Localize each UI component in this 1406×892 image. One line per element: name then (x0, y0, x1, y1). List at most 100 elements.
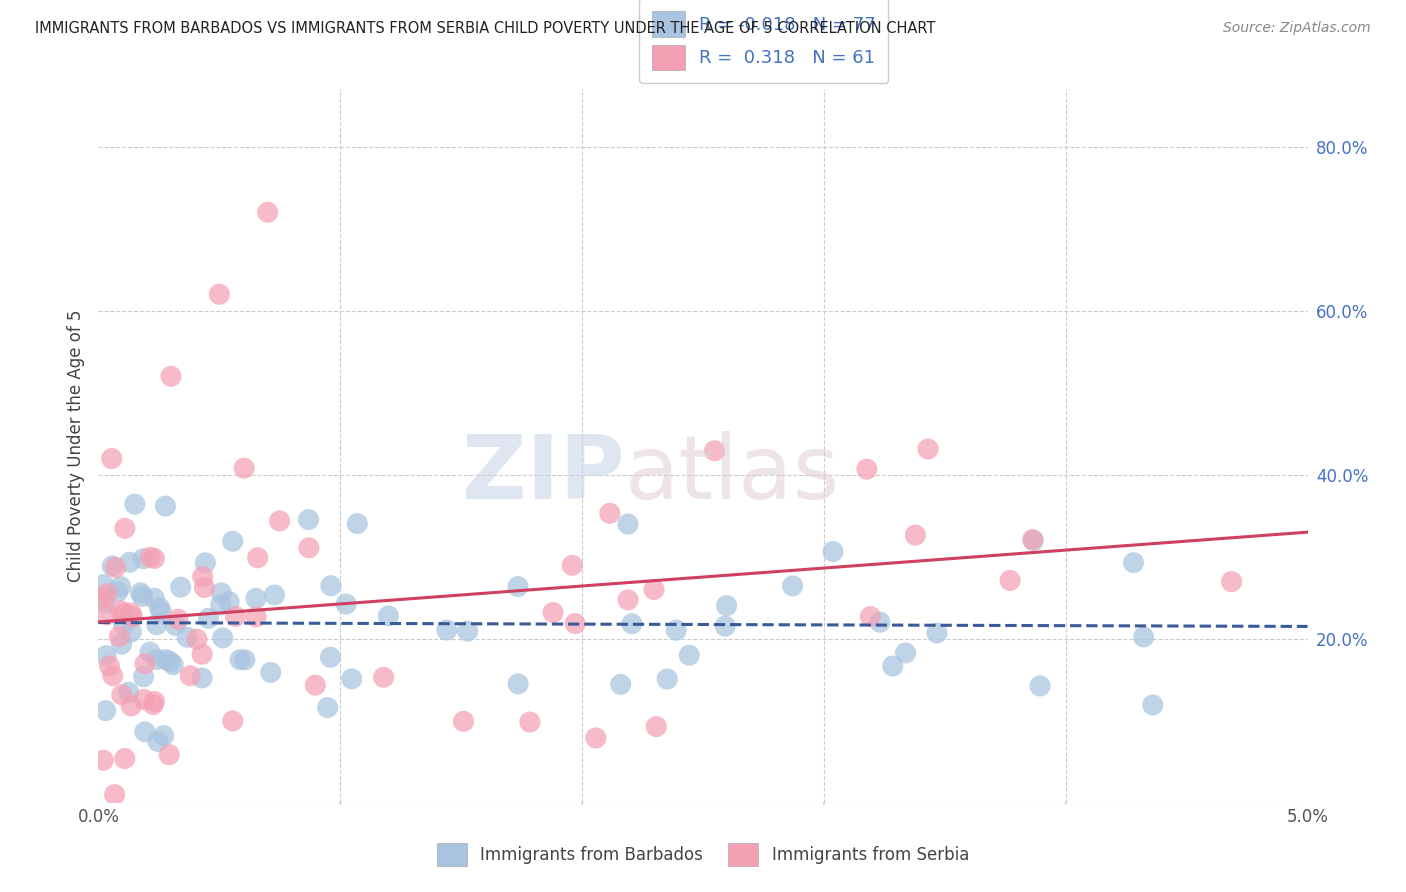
Point (617, 593, 640, 607)
Point (91, 591, 114, 605)
Text: ZIP: ZIP (461, 431, 624, 518)
Point (167, 612, 190, 626)
Point (657, 672, 679, 686)
Point (191, 671, 214, 685)
Point (191, 648, 214, 662)
Point (96, 587, 118, 601)
Point (856, 462, 879, 476)
Point (436, 623, 458, 637)
Point (94, 704, 117, 718)
Point (132, 670, 155, 684)
Point (904, 528, 927, 542)
Point (186, 632, 208, 647)
Point (233, 461, 256, 475)
Point (134, 657, 156, 671)
Point (111, 637, 134, 651)
Point (129, 586, 152, 600)
Point (1021, 533, 1043, 547)
Point (298, 541, 321, 555)
Point (917, 442, 939, 456)
Point (91, 578, 114, 592)
Point (1122, 556, 1144, 570)
Point (620, 616, 643, 631)
Point (191, 569, 214, 583)
Point (346, 516, 368, 531)
Point (643, 582, 665, 597)
Point (703, 443, 725, 458)
Point (179, 669, 201, 683)
Point (821, 544, 844, 558)
Point (925, 626, 948, 640)
Point (139, 550, 162, 565)
Point (104, 788, 127, 802)
Point (114, 521, 136, 535)
Point (599, 507, 621, 521)
Point (139, 645, 162, 659)
Point (564, 616, 586, 631)
Point (118, 685, 141, 699)
Point (104, 560, 127, 574)
Point (160, 369, 183, 384)
Point (260, 665, 283, 680)
Point (143, 694, 166, 708)
Point (218, 594, 240, 608)
Point (222, 714, 245, 728)
Point (506, 580, 529, 594)
Point (94, 648, 117, 663)
Point (208, 287, 231, 301)
Point (120, 625, 142, 640)
Point (585, 731, 607, 745)
Point (645, 720, 668, 734)
Point (782, 579, 804, 593)
Point (319, 650, 342, 665)
Point (1029, 679, 1052, 693)
Point (98, 658, 121, 673)
Point (678, 648, 700, 663)
Point (145, 652, 167, 666)
Point (377, 609, 399, 624)
Point (108, 630, 131, 644)
Point (894, 646, 917, 660)
Point (176, 630, 198, 644)
Point (519, 714, 541, 729)
Point (155, 652, 177, 666)
Point (617, 517, 640, 532)
Point (120, 698, 142, 713)
Point (134, 724, 156, 739)
Point (121, 610, 143, 624)
Point (209, 586, 232, 600)
Point (1220, 574, 1243, 589)
Point (714, 619, 737, 633)
Point (94, 596, 117, 610)
Point (340, 672, 363, 686)
Point (110, 580, 132, 594)
Point (716, 599, 738, 613)
Point (101, 559, 124, 574)
Point (246, 550, 269, 565)
Point (112, 618, 135, 632)
Point (162, 657, 184, 672)
Point (131, 590, 153, 604)
Point (143, 551, 166, 566)
Point (541, 606, 564, 620)
Point (157, 747, 180, 762)
Point (453, 714, 475, 729)
Point (209, 598, 232, 612)
Point (107, 585, 129, 599)
Point (159, 655, 181, 669)
Point (120, 606, 142, 620)
Text: IMMIGRANTS FROM BARBADOS VS IMMIGRANTS FROM SERBIA CHILD POVERTY UNDER THE AGE O: IMMIGRANTS FROM BARBADOS VS IMMIGRANTS F… (35, 21, 935, 36)
Point (211, 631, 233, 645)
Point (143, 591, 166, 606)
Point (506, 677, 529, 691)
Point (882, 659, 904, 673)
Point (169, 580, 191, 594)
Point (245, 591, 267, 606)
Point (304, 678, 326, 692)
Point (194, 556, 217, 570)
Point (148, 600, 170, 615)
Point (245, 610, 267, 624)
Point (319, 579, 342, 593)
Point (224, 609, 246, 624)
Point (998, 574, 1021, 588)
